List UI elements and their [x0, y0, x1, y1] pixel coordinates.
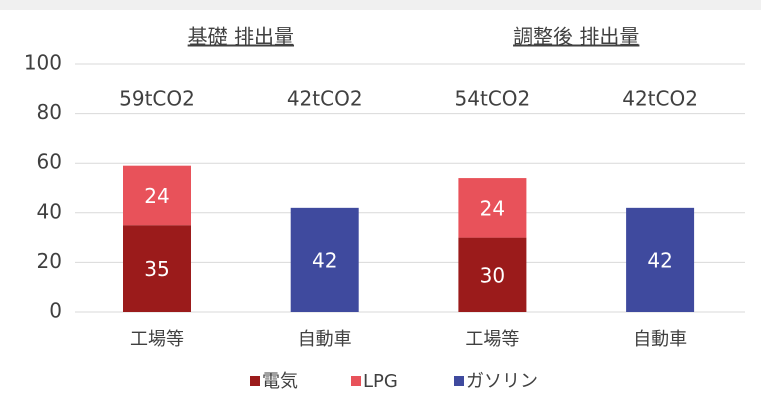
data-label: 30	[480, 263, 505, 287]
data-label: 24	[144, 184, 169, 208]
legend-label: LPG	[363, 371, 398, 392]
data-label: 35	[144, 257, 169, 281]
data-label: 24	[480, 196, 505, 220]
y-tick-label: 0	[49, 299, 62, 323]
bar-segment	[626, 207, 695, 312]
legend-label: 電気	[262, 371, 298, 392]
x-tick-label: 工場等	[130, 329, 184, 350]
bar-segment	[458, 178, 527, 238]
total-annotation: 54tCO2	[455, 87, 531, 111]
y-tick-label: 80	[37, 100, 62, 124]
bar-segment	[123, 165, 191, 226]
y-tick-label: 20	[37, 249, 62, 273]
bar-segment	[290, 207, 359, 312]
legend-label: ガソリン	[466, 371, 538, 392]
data-label: 42	[647, 248, 672, 272]
y-tick-label: 40	[37, 199, 62, 223]
group-label: 基礎 排出量	[188, 25, 294, 49]
x-tick-label: 工場等	[465, 329, 519, 350]
top-strip	[0, 0, 761, 10]
bar-segment	[123, 225, 191, 312]
legend-swatch	[454, 376, 464, 386]
bar-segment	[458, 237, 527, 312]
total-annotation: 42tCO2	[622, 87, 698, 111]
group-label: 調整後 排出量	[513, 25, 639, 49]
legend-swatch	[250, 376, 260, 386]
x-tick-label: 自動車	[298, 329, 352, 350]
y-tick-label: 60	[37, 150, 62, 174]
y-tick-label: 100	[24, 51, 62, 75]
total-annotation: 59tCO2	[119, 87, 195, 111]
legend-swatch	[351, 376, 361, 386]
total-annotation: 42tCO2	[287, 87, 363, 111]
x-tick-label: 自動車	[633, 329, 687, 350]
data-label: 42	[312, 248, 337, 272]
